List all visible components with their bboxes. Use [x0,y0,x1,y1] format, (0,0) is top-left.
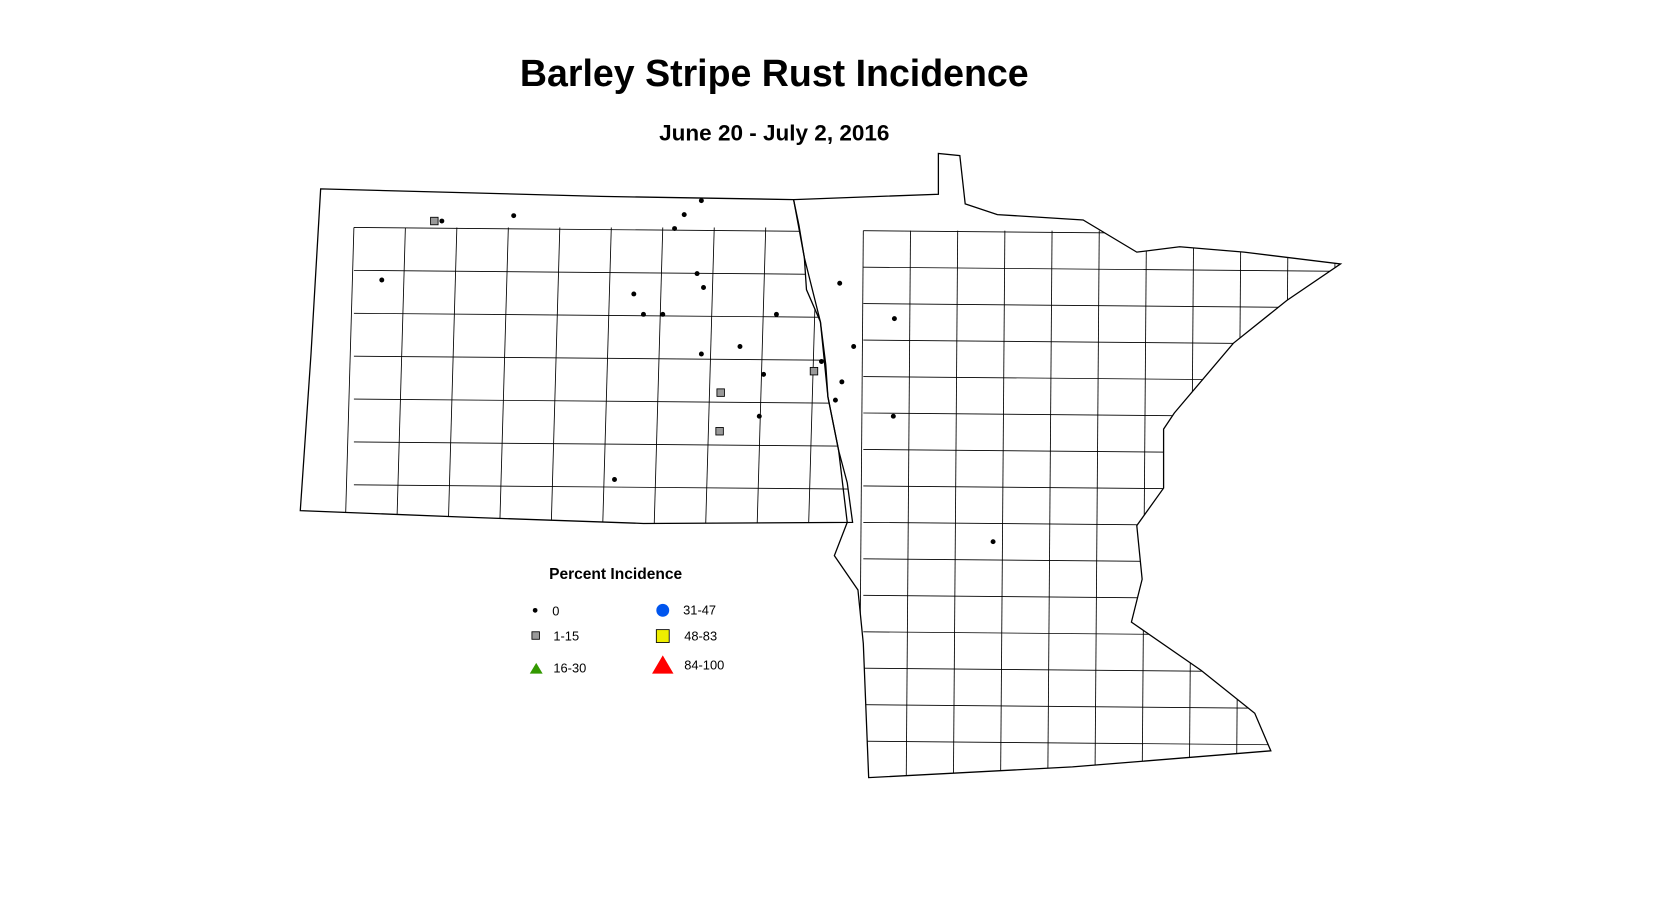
legend-label-48-83: 48-83 [684,628,717,643]
county-line [353,355,853,361]
county-line [858,230,864,778]
site-marker-0 [761,371,767,377]
site-marker-1-15 [715,427,724,436]
county-line [1047,230,1053,778]
site-marker-0 [698,351,704,357]
site-marker-0 [890,413,896,419]
map-title: Barley Stripe Rust Incidence [520,52,1029,94]
legend-label-31-47: 31-47 [683,603,716,618]
county-line [653,227,664,524]
county-line [396,227,406,524]
county-line [1283,230,1289,778]
site-marker-0 [672,226,678,232]
county-line [1330,230,1336,778]
site-marker-0 [851,344,857,349]
county-line [863,521,1341,528]
legend-label-1-15: 1-15 [553,628,579,643]
site-marker-0 [698,198,704,204]
county-line [863,704,1341,710]
county-line [863,485,1341,491]
legend-symbol-84-100 [652,655,674,674]
legend-label-16-30: 16-30 [553,661,586,676]
site-marker-0 [694,271,700,277]
county-line [1000,230,1006,778]
county-line [863,266,1341,272]
legend-label-0: 0 [552,604,559,619]
county-line [353,269,853,276]
county-line [499,227,509,524]
site-marker-1-15 [716,388,725,397]
site-marker-0 [511,213,517,219]
site-marker-0 [660,311,666,317]
county-line [344,227,355,524]
county-line [863,412,1341,418]
legend: Percent Incidence 0 1-15 16-30 31-47 48-… [529,566,724,676]
county-line [353,441,853,447]
site-marker-0 [631,291,637,297]
county-line [1094,230,1100,778]
county-line [905,230,911,778]
county-line [705,227,715,524]
legend-title: Percent Incidence [549,566,682,583]
legend-label-84-100: 84-100 [684,657,724,672]
site-marker-0 [837,280,843,286]
site-marker-0 [640,311,646,317]
legend-symbol-0 [532,607,538,613]
site-marker-0 [439,218,445,224]
county-boundaries [344,227,1341,778]
site-marker-1-15 [809,366,819,376]
site-marker-0 [681,212,687,218]
county-line [863,667,1341,673]
site-marker-0 [832,397,838,403]
county-line [863,558,1341,564]
site-marker-0 [701,285,706,290]
county-line [447,227,458,524]
site-marker-0 [612,477,617,482]
county-line [353,312,853,318]
county-line [602,227,612,524]
county-line [952,230,959,778]
county-line [863,631,1341,637]
county-line [863,777,1341,778]
county-line [863,339,1341,345]
legend-symbol-31-47 [656,603,670,617]
county-line [863,303,1341,309]
site-marker-0 [839,379,845,385]
map-subtitle: June 20 - July 2, 2016 [659,121,889,146]
legend-symbol-16-30 [529,662,543,674]
site-marker-0 [379,277,385,283]
county-line [863,449,1341,455]
county-line [353,227,853,233]
county-line [808,227,818,524]
legend-symbol-48-83 [655,629,670,643]
legend-symbol-1-15 [531,631,540,640]
site-marker-0 [819,359,824,364]
site-marker-0 [737,344,743,349]
site-marker-1-15 [430,216,439,226]
state-minnesota [792,152,1343,779]
county-line [1141,230,1147,778]
county-line [863,594,1341,601]
county-line [353,398,853,404]
site-marker-0 [891,316,897,322]
site-marker-0 [756,413,762,419]
county-line [756,227,767,524]
county-line [1188,230,1195,778]
county-line [550,227,561,524]
site-marker-0 [990,539,996,545]
county-line [353,484,853,490]
site-marker-0 [773,311,779,317]
county-line [863,740,1341,746]
county-line [863,376,1341,382]
survey-sites [379,198,996,545]
